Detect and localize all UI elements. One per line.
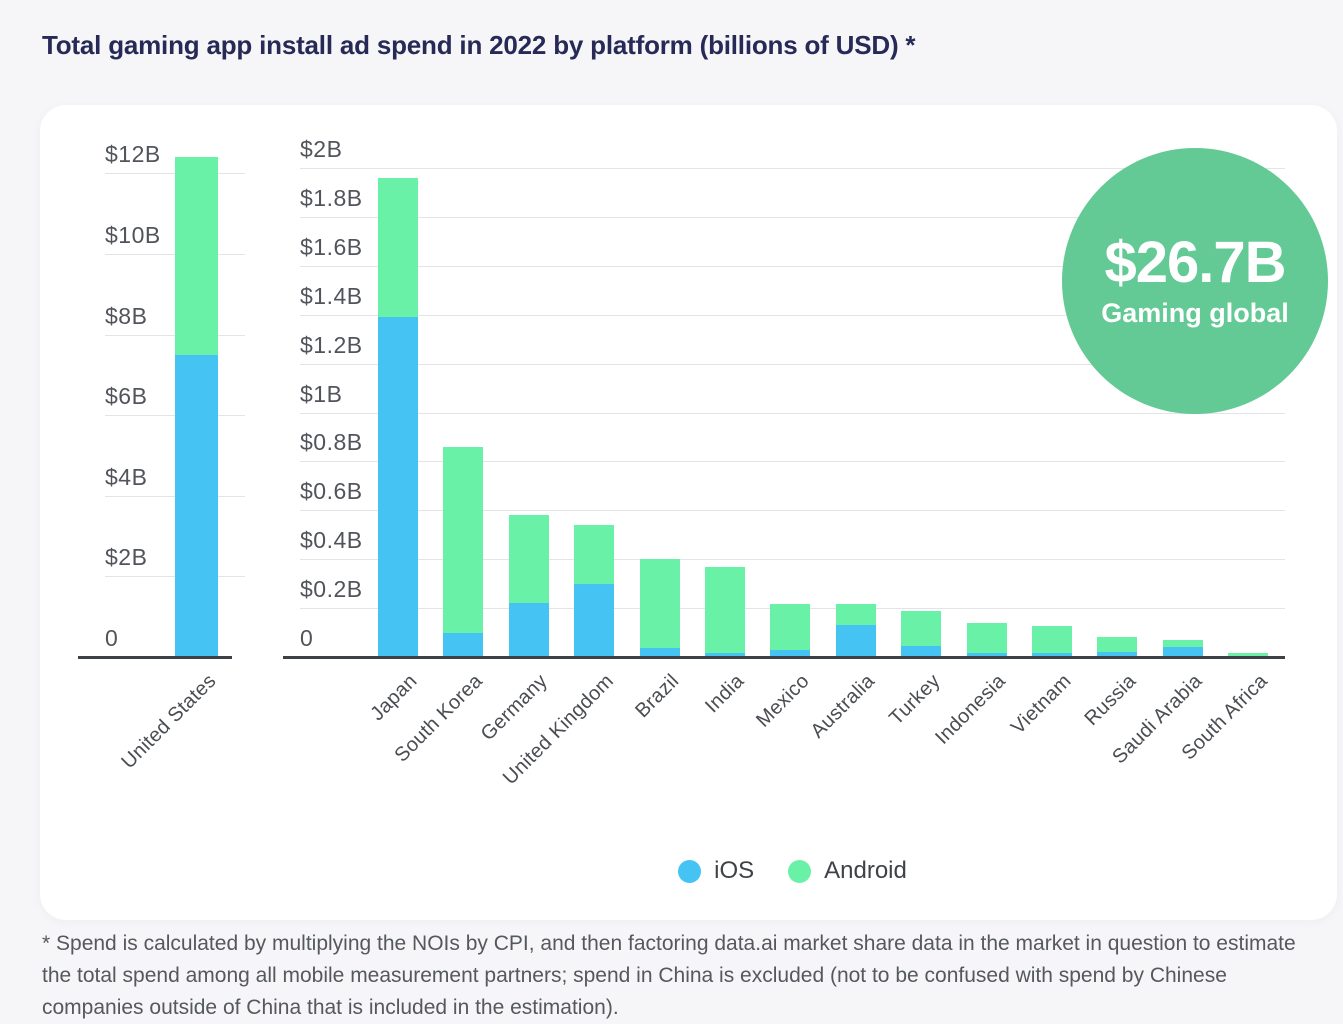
y-tick-label: $4B: [105, 463, 148, 490]
global-total-value: $26.7B: [1104, 230, 1286, 296]
y-tick-label: $0.4B: [300, 527, 363, 554]
bar-segment-ios: [443, 632, 484, 657]
x-tick-label: Brazil: [630, 670, 684, 723]
bar-segment-android: [1162, 639, 1203, 648]
bar-vietnam: [1032, 626, 1072, 657]
global-total-badge: $26.7B Gaming global: [1062, 148, 1328, 414]
bar-segment-android: [1228, 652, 1269, 656]
bar-segment-android: [1032, 626, 1072, 654]
bar-segment-ios: [1162, 647, 1203, 657]
bar-segment-ios: [705, 653, 745, 657]
bar-segment-ios: [639, 648, 680, 657]
x-tick-label: Vietnam: [1006, 670, 1076, 739]
x-tick-label: India: [701, 670, 749, 718]
gridline: [300, 265, 1285, 267]
gridline: [300, 216, 1285, 218]
bar-india: [705, 566, 745, 657]
bar-australia: [835, 604, 876, 657]
bar-mexico: [770, 604, 811, 657]
bar-segment-android: [901, 610, 942, 646]
legend-label-ios: iOS: [714, 857, 755, 884]
x-tick-label: Mexico: [752, 670, 814, 732]
bar-segment-android: [443, 446, 484, 633]
bar-saudi-arabia: [1162, 639, 1203, 657]
x-tick-label: Turkey: [885, 670, 945, 730]
x-tick-label: Australia: [806, 670, 880, 743]
legend-item-ios: iOS: [678, 857, 754, 885]
y-tick-label: $1B: [300, 380, 343, 407]
y-tick-label: $1.6B: [300, 233, 363, 260]
bar-segment-ios: [966, 653, 1007, 657]
bar-segment-ios: [574, 583, 615, 657]
y-tick-label: $8B: [105, 302, 148, 329]
bar-segment-ios: [378, 317, 418, 657]
y-tick-label: $0.6B: [300, 478, 363, 505]
y-tick-label: $6B: [105, 383, 148, 410]
global-total-label: Gaming global: [1101, 297, 1289, 328]
y-tick-label: $0.8B: [300, 429, 363, 456]
y-tick-label: $2B: [300, 136, 343, 162]
bar-segment-android: [639, 559, 680, 649]
bar-indonesia: [966, 622, 1007, 657]
bar-segment-android: [508, 515, 549, 604]
page-title: Total gaming app install ad spend in 202…: [42, 30, 916, 60]
gridline: [300, 412, 1285, 414]
gridline: [300, 168, 1285, 169]
y-tick-label: 0: [300, 625, 314, 651]
x-tick-label: Russia: [1080, 670, 1141, 731]
bar-segment-ios: [508, 603, 549, 657]
bar-segment-ios: [770, 649, 811, 657]
legend-item-android: Android: [788, 857, 907, 885]
bar-south-korea: [443, 446, 484, 657]
y-tick-label: $1.4B: [300, 282, 363, 309]
ios-legend-dot-icon: [678, 859, 702, 883]
x-tick-label: Indonesia: [931, 670, 1011, 749]
y-tick-label: $1.8B: [300, 184, 363, 211]
bar-russia: [1097, 637, 1138, 657]
y-tick-label: $1.2B: [300, 331, 363, 358]
bar-segment-android: [770, 604, 811, 650]
y-tick-label: $2B: [105, 544, 148, 571]
gridline: [300, 510, 1285, 512]
bar-segment-android: [175, 157, 218, 355]
bar-germany: [508, 515, 549, 657]
x-axis-line: [283, 656, 1285, 659]
chart-legend: iOS Android: [300, 853, 1285, 889]
bar-segment-android: [378, 177, 418, 318]
bar-united-kingdom: [574, 524, 615, 657]
y-tick-label: $0.2B: [300, 576, 363, 603]
bar-japan: [378, 177, 418, 657]
bar-segment-ios: [835, 625, 876, 657]
bar-segment-android: [835, 604, 876, 626]
y-tick-label: 0: [105, 625, 119, 651]
gridline: [300, 559, 1285, 561]
gridline: [300, 461, 1285, 463]
x-axis-line: [78, 656, 232, 659]
bar-segment-android: [1097, 637, 1138, 653]
bar-segment-ios: [1032, 653, 1072, 657]
gridline: [300, 314, 1285, 316]
bar-united-states: [175, 157, 218, 657]
bar-segment-ios: [175, 354, 218, 657]
bar-segment-android: [966, 622, 1007, 654]
bar-segment-android: [705, 566, 745, 654]
y-tick-label: $12B: [105, 141, 161, 168]
x-tick-label: Japan: [366, 670, 422, 726]
bar-segment-ios: [1097, 652, 1138, 657]
bar-turkey: [901, 610, 942, 657]
bar-segment-ios: [901, 645, 942, 657]
y-tick-label: $10B: [105, 222, 161, 248]
footnote: * Spend is calculated by multiplying the…: [42, 932, 1296, 1019]
legend-label-android: Android: [824, 857, 907, 884]
gridline: [300, 363, 1285, 365]
android-legend-dot-icon: [788, 859, 812, 883]
bar-segment-android: [574, 524, 615, 584]
bar-brazil: [639, 559, 680, 657]
